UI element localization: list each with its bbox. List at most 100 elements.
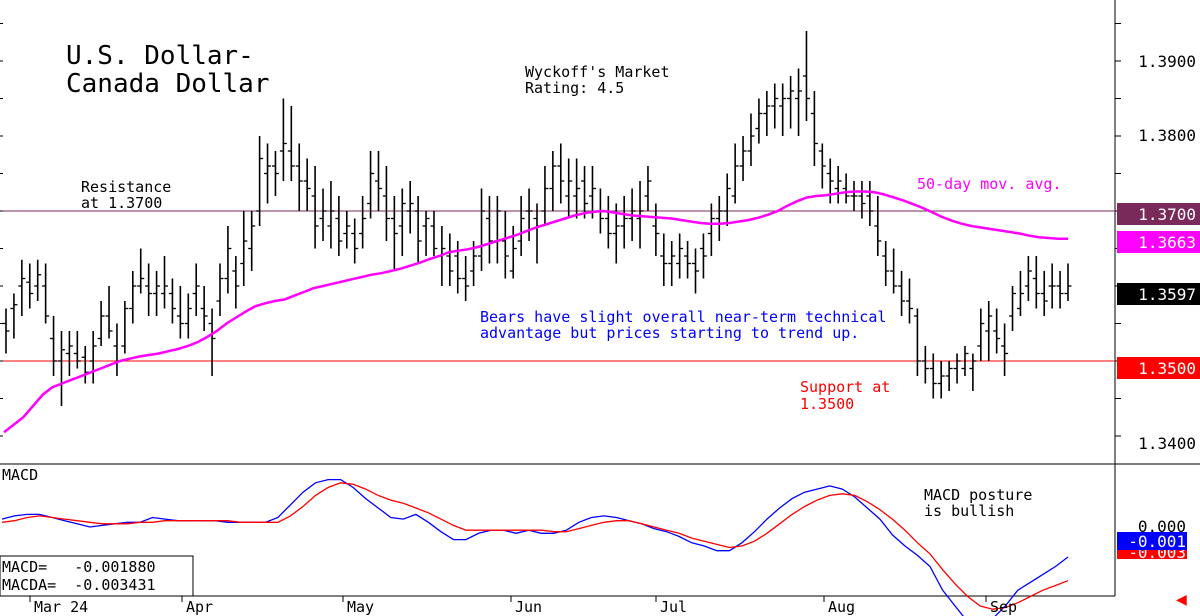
price-bar	[184, 293, 192, 339]
price-bar	[192, 263, 200, 316]
support-price-badge-label: 1.3500	[1138, 359, 1196, 378]
macd-readout-box	[0, 555, 194, 597]
price-bars	[2, 31, 1072, 406]
price-bar	[335, 196, 343, 256]
price-bar	[319, 188, 327, 241]
price-bar	[905, 278, 913, 324]
price-bar	[2, 308, 10, 354]
price-bar	[707, 203, 715, 256]
price-bar	[153, 271, 161, 316]
price-bar	[287, 106, 295, 181]
price-bar	[478, 188, 486, 271]
price-bar	[969, 353, 977, 391]
price-bar	[565, 158, 573, 219]
price-bar	[422, 211, 430, 256]
price-bar	[977, 308, 985, 361]
price-bar	[620, 196, 628, 249]
price-bar	[26, 263, 34, 309]
price-bar	[129, 271, 137, 324]
price-bar	[97, 301, 105, 346]
y-tick-label: 1.3800	[1138, 126, 1196, 145]
price-bar	[541, 166, 549, 226]
chart-title-line1: U.S. Dollar-	[66, 41, 254, 71]
price-bar	[874, 196, 882, 256]
price-bar	[34, 259, 42, 301]
price-bar	[10, 293, 18, 339]
macda-line	[1, 482, 1069, 610]
price-bar	[787, 76, 795, 129]
support-label-line2: 1.3500	[800, 395, 854, 413]
price-bar	[1056, 271, 1064, 309]
price-bar	[161, 256, 169, 309]
price-bar	[604, 196, 612, 249]
price-bar	[343, 211, 351, 249]
price-bar	[668, 241, 676, 286]
macd-note-line2: is bullish	[924, 502, 1014, 520]
price-bar	[232, 256, 240, 309]
price-bar	[501, 211, 509, 279]
price-bar	[248, 211, 256, 271]
price-bar	[898, 271, 906, 316]
price-bar	[684, 241, 692, 279]
price-bar	[42, 263, 50, 324]
price-bar	[763, 91, 771, 136]
x-month-label: Jul	[660, 598, 687, 616]
price-bar	[866, 181, 874, 226]
price-bar	[1064, 263, 1072, 301]
price-bar	[985, 301, 993, 361]
price-bar	[446, 233, 454, 286]
price-bar	[779, 83, 787, 136]
price-bar	[723, 173, 731, 226]
price-bar	[256, 136, 264, 226]
price-bar	[121, 301, 129, 354]
price-bar	[145, 263, 153, 316]
resistance-price-badge	[1117, 203, 1200, 225]
y-tick-label: 1.3400	[1138, 434, 1196, 453]
scroll-arrow-icon[interactable]: ◀	[1176, 592, 1187, 608]
price-bar	[137, 248, 145, 294]
price-bar	[715, 196, 723, 241]
price-bar	[216, 263, 224, 316]
price-bar	[755, 98, 763, 144]
price-bar	[525, 188, 533, 241]
price-bar	[890, 248, 898, 294]
price-bar	[588, 166, 596, 219]
price-bar	[636, 181, 644, 249]
price-bar	[913, 308, 921, 376]
price-bar	[882, 241, 890, 286]
price-bar	[644, 166, 652, 211]
price-bar	[953, 353, 961, 384]
price-bar	[65, 331, 73, 376]
price-bar	[327, 181, 335, 249]
price-bar	[850, 181, 858, 211]
price-bar	[581, 166, 589, 219]
x-month-label: Aug	[828, 598, 855, 616]
price-bar	[921, 346, 929, 384]
price-bar	[351, 218, 359, 264]
price-bar	[176, 286, 184, 339]
x-month-label: Sep	[990, 598, 1017, 616]
macd-panel-title: MACD	[2, 466, 38, 484]
price-bar	[168, 278, 176, 324]
price-bar	[842, 173, 850, 204]
price-bar	[747, 113, 755, 166]
price-bar	[731, 143, 739, 204]
price-bar	[945, 361, 953, 391]
price-bar	[660, 233, 668, 286]
price-bar	[398, 188, 406, 256]
price-bar	[200, 286, 208, 331]
price-bar	[1009, 286, 1017, 331]
price-bar	[676, 233, 684, 279]
price-bar	[390, 196, 398, 271]
price-bar	[311, 166, 319, 249]
price-bar	[485, 196, 493, 264]
macda-readout: MACDA= -0.003431	[2, 576, 156, 594]
price-bar	[1016, 271, 1024, 316]
last-price-badge-label: 1.3597	[1138, 285, 1196, 304]
price-bar	[834, 166, 842, 204]
price-bar	[818, 143, 826, 189]
price-bar	[374, 151, 382, 211]
price-bar	[810, 91, 818, 166]
price-bar	[937, 361, 945, 399]
